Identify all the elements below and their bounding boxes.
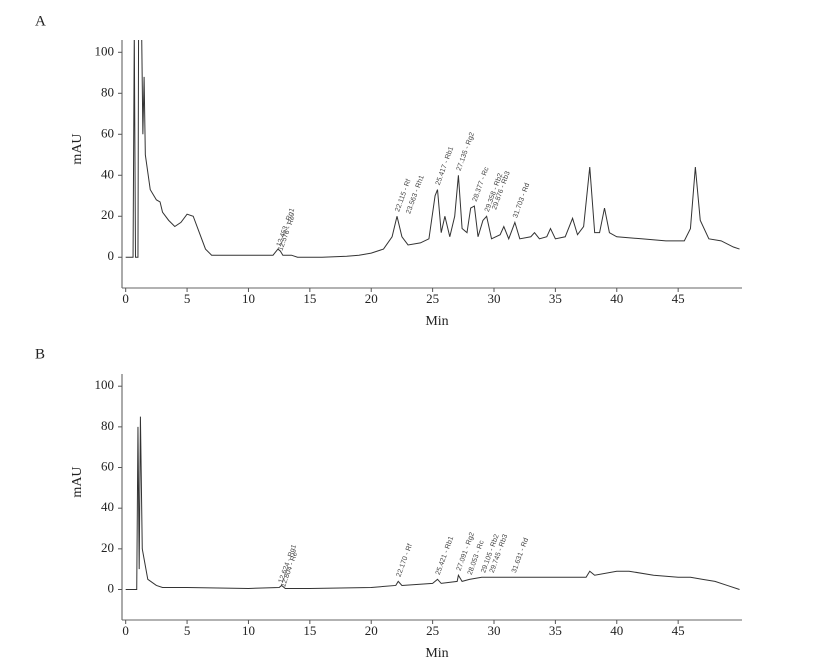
y-axis-title: mAU (70, 466, 85, 497)
x-tick-label: 10 (242, 623, 255, 638)
x-tick-label: 30 (488, 623, 501, 638)
peak-label: 22.170 - Rf (396, 543, 414, 578)
x-tick-label: 35 (549, 623, 562, 638)
x-tick-label: 45 (672, 291, 685, 306)
x-tick-label: 0 (122, 291, 129, 306)
x-tick-label: 35 (549, 291, 562, 306)
y-tick-label: 20 (101, 540, 114, 555)
panel-label: B (35, 346, 45, 362)
x-tick-label: 0 (122, 623, 129, 638)
y-tick-label: 100 (95, 43, 115, 58)
x-tick-label: 20 (365, 291, 378, 306)
panel-label: A (35, 13, 46, 29)
y-tick-label: 60 (101, 459, 114, 474)
x-axis-title: Min (425, 646, 448, 661)
y-tick-label: 20 (101, 207, 114, 222)
x-axis-title: Min (425, 314, 448, 329)
y-tick-label: 40 (101, 499, 114, 514)
y-tick-label: 0 (108, 248, 115, 263)
x-tick-label: 20 (365, 623, 378, 638)
peak-label: 25.421 - Rb1 (435, 535, 455, 576)
x-tick-label: 30 (488, 291, 501, 306)
peak-label: 31.703 - Rd (512, 182, 531, 219)
trace (125, 416, 740, 590)
x-tick-label: 15 (303, 291, 316, 306)
y-tick-label: 40 (101, 166, 114, 181)
x-tick-label: 40 (610, 291, 623, 306)
y-tick-label: 60 (101, 125, 114, 140)
x-tick-label: 25 (426, 291, 439, 306)
peak-label: 31.631 - Rd (511, 537, 530, 574)
trace (125, 40, 740, 258)
x-tick-label: 15 (303, 623, 316, 638)
y-axis-title: mAU (70, 133, 85, 164)
y-tick-label: 100 (95, 377, 115, 392)
y-tick-label: 80 (101, 418, 114, 433)
x-tick-label: 45 (672, 623, 685, 638)
x-tick-label: 25 (426, 623, 439, 638)
peak-label: 25.417 - Rb1 (435, 146, 455, 187)
y-tick-label: 0 (108, 580, 115, 595)
x-tick-label: 5 (184, 623, 191, 638)
peak-label: 27.135 - Rg2 (456, 131, 476, 172)
x-tick-label: 10 (242, 291, 255, 306)
x-tick-label: 40 (610, 623, 623, 638)
y-tick-label: 80 (101, 84, 114, 99)
x-tick-label: 5 (184, 291, 191, 306)
